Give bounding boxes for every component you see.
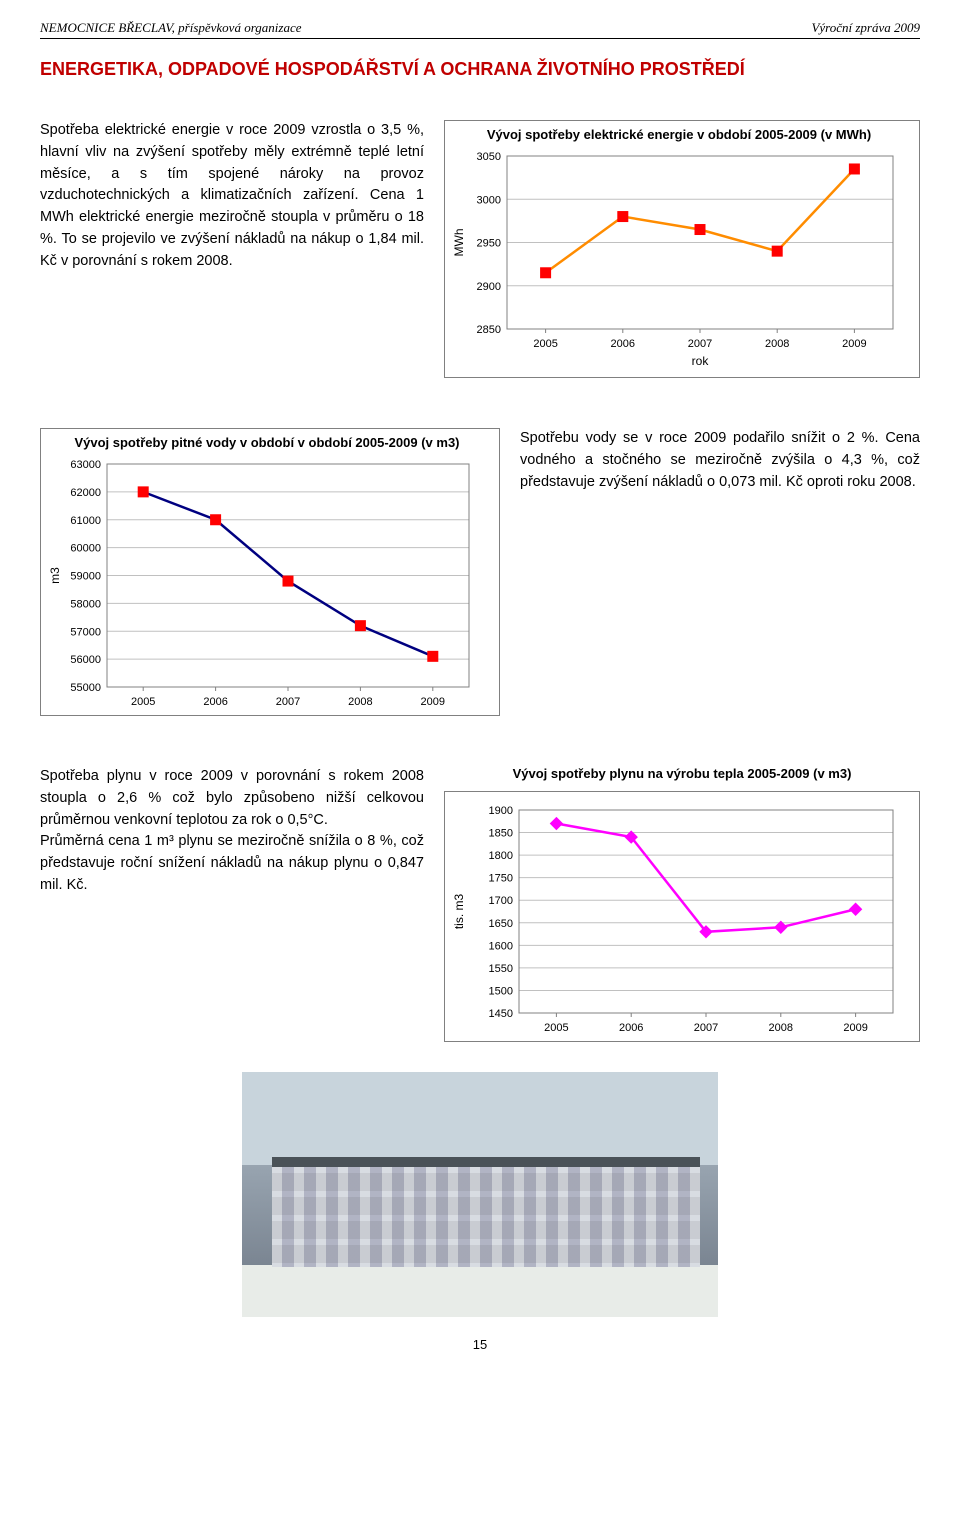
svg-text:60000: 60000 [70, 543, 101, 555]
header-right: Výroční zpráva 2009 [811, 20, 920, 36]
svg-text:1850: 1850 [489, 828, 513, 840]
section2-text: Spotřebu vody se v roce 2009 podařilo sn… [520, 428, 920, 493]
svg-text:59000: 59000 [70, 571, 101, 583]
svg-text:1450: 1450 [489, 1008, 513, 1020]
svg-text:1700: 1700 [489, 895, 513, 907]
svg-text:2007: 2007 [694, 1022, 718, 1034]
svg-text:2008: 2008 [765, 338, 789, 350]
chart-electricity: Vývoj spotřeby elektrické energie v obdo… [444, 120, 920, 378]
svg-text:2009: 2009 [842, 338, 866, 350]
header-divider [40, 38, 920, 39]
section1-text: Spotřeba elektrické energie v roce 2009 … [40, 120, 424, 272]
chart2-svg: 55000 56000 57000 58000 59000 60000 61000 62000… [45, 456, 485, 711]
chart1-svg: 2850 2900 2950 3000 3050 2005 2006 2007 2008 2009… [449, 148, 909, 373]
svg-text:2007: 2007 [276, 696, 300, 708]
svg-text:61000: 61000 [70, 515, 101, 527]
chart1-title: Vývoj spotřeby elektrické energie v obdo… [449, 127, 909, 142]
svg-text:1500: 1500 [489, 985, 513, 997]
svg-text:63000: 63000 [70, 459, 101, 471]
svg-text:2005: 2005 [131, 696, 155, 708]
svg-text:2007: 2007 [688, 338, 712, 350]
svg-text:57000: 57000 [70, 626, 101, 638]
svg-text:2006: 2006 [611, 338, 635, 350]
svg-text:2005: 2005 [533, 338, 557, 350]
svg-text:3050: 3050 [477, 151, 501, 163]
svg-text:2008: 2008 [348, 696, 372, 708]
hospital-photo [242, 1072, 718, 1317]
section3-text: Spotřeba plynu v roce 2009 v porovnání s… [40, 766, 424, 897]
svg-text:1750: 1750 [489, 873, 513, 885]
svg-text:1600: 1600 [489, 940, 513, 952]
svg-text:3000: 3000 [477, 194, 501, 206]
svg-text:1650: 1650 [489, 918, 513, 930]
svg-text:2009: 2009 [843, 1022, 867, 1034]
svg-text:2009: 2009 [421, 696, 445, 708]
svg-text:56000: 56000 [70, 654, 101, 666]
svg-text:2006: 2006 [619, 1022, 643, 1034]
svg-text:62000: 62000 [70, 487, 101, 499]
svg-text:55000: 55000 [70, 682, 101, 694]
svg-text:2900: 2900 [477, 281, 501, 293]
svg-text:2850: 2850 [477, 324, 501, 336]
svg-text:1550: 1550 [489, 963, 513, 975]
svg-text:tis. m3: tis. m3 [452, 894, 466, 930]
chart3-title: Vývoj spotřeby plynu na výrobu tepla 200… [444, 766, 920, 781]
svg-text:1900: 1900 [489, 805, 513, 817]
svg-text:2006: 2006 [203, 696, 227, 708]
svg-text:1800: 1800 [489, 850, 513, 862]
page-title: ENERGETIKA, ODPADOVÉ HOSPODÁŘSTVÍ A OCHR… [40, 59, 920, 80]
svg-text:2005: 2005 [544, 1022, 568, 1034]
chart-water: Vývoj spotřeby pitné vody v období v obd… [40, 428, 500, 716]
svg-text:m3: m3 [48, 567, 62, 584]
svg-text:rok: rok [692, 354, 710, 368]
chart2-title: Vývoj spotřeby pitné vody v období v obd… [45, 435, 489, 450]
page-header: NEMOCNICE BŘECLAV, příspěvková organizac… [40, 20, 920, 36]
chart3-svg: 1450 1500 1550 1600 1650 1700 1750 1800 1850 1900… [449, 802, 909, 1037]
svg-text:2008: 2008 [769, 1022, 793, 1034]
header-left: NEMOCNICE BŘECLAV, příspěvková organizac… [40, 20, 302, 36]
page-number: 15 [40, 1337, 920, 1352]
svg-text:58000: 58000 [70, 598, 101, 610]
svg-text:2950: 2950 [477, 238, 501, 250]
chart-gas: 1450 1500 1550 1600 1650 1700 1750 1800 1850 1900… [444, 791, 920, 1042]
svg-text:MWh: MWh [452, 229, 466, 257]
